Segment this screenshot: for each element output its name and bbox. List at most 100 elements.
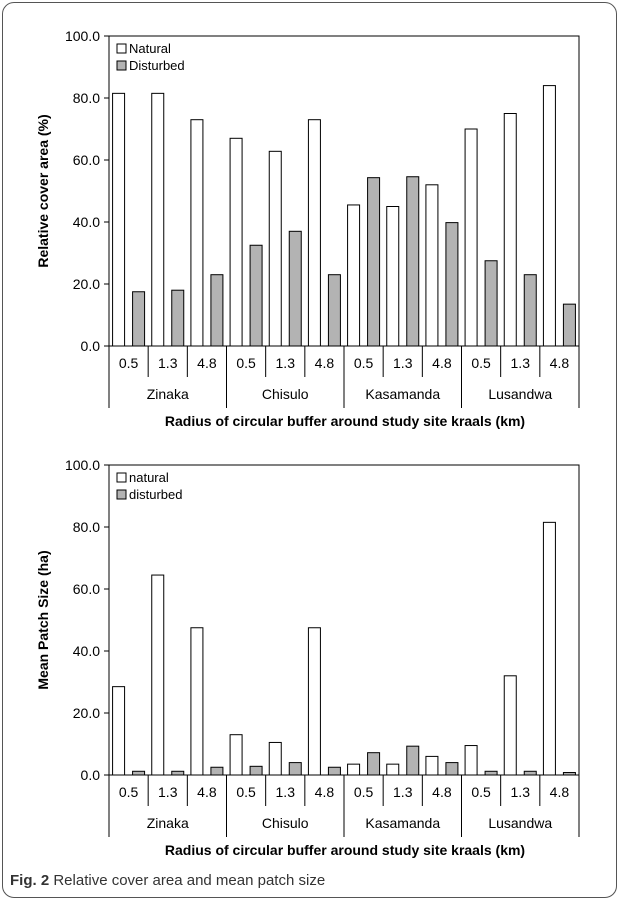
x-axis-label: Radius of circular buffer around study s… [165,842,525,858]
bar-disturbed [327,274,341,347]
caption-text: Relative cover area and mean patch size [53,872,326,889]
bar-disturbed [523,770,537,776]
bar-natural [190,627,204,776]
x-tick-label: 4.8 [315,784,335,800]
bar-disturbed [367,752,381,776]
bar-disturbed [367,177,381,347]
bar-natural [347,204,361,347]
legend-label-disturbed: disturbed [129,487,182,502]
bar-natural [503,113,517,347]
bar-disturbed [327,766,341,776]
y-tick-label: 100.0 [65,457,100,473]
bar-natural [386,763,400,776]
y-tick-label: 80.0 [73,519,100,535]
y-tick-label: 40.0 [73,214,100,230]
x-tick-label: 4.8 [550,355,570,371]
bar-natural [151,574,165,776]
x-tick-label: 4.8 [315,355,335,371]
bar-natural [151,92,165,347]
x-tick-label: 0.5 [354,784,374,800]
group-label: Chisulo [262,386,309,402]
x-tick-label: 1.3 [276,355,296,371]
bar-natural [503,675,517,776]
bar-natural [425,184,439,347]
bar-natural [307,627,321,776]
x-tick-label: 4.8 [197,784,217,800]
x-tick-label: 1.3 [393,355,413,371]
legend-label-natural: Natural [129,41,171,56]
bar-disturbed [249,244,263,347]
y-tick-label: 0.0 [81,338,101,354]
x-tick-label: 1.3 [511,355,531,371]
bar-disturbed [484,260,498,347]
bar-disturbed [132,770,146,776]
x-tick-label: 0.5 [236,355,256,371]
bar-natural [268,741,282,776]
group-label: Lusandwa [488,815,552,831]
group-label: Lusandwa [488,386,552,402]
bar-disturbed [562,772,576,776]
x-tick-label: 1.3 [158,355,178,371]
x-tick-label: 0.5 [119,784,139,800]
x-tick-label: 4.8 [432,784,452,800]
y-tick-label: 20.0 [73,276,100,292]
x-tick-label: 0.5 [354,355,374,371]
x-tick-label: 4.8 [197,355,217,371]
y-tick-label: 60.0 [73,152,100,168]
legend-swatch-natural [116,472,127,483]
bar-natural [307,119,321,347]
legend-swatch-disturbed [116,60,127,71]
group-label: Chisulo [262,815,309,831]
bar-natural [112,686,126,776]
legend-swatch-natural [116,43,127,54]
bar-natural [112,92,126,347]
group-label: Kasamanda [365,815,440,831]
bar-disturbed [249,765,263,776]
bar-disturbed [445,222,459,347]
bar-natural [464,745,478,776]
x-tick-label: 1.3 [158,784,178,800]
y-tick-label: 40.0 [73,643,100,659]
figure-number: Fig. 2 [10,872,50,889]
bar-natural [190,119,204,347]
group-label: Zinaka [147,815,189,831]
bar-disturbed [445,762,459,776]
bar-disturbed [406,176,420,347]
bar-natural [542,85,556,347]
x-axis-label: Radius of circular buffer around study s… [165,413,525,429]
bar-natural [542,521,556,776]
bar-disturbed [171,289,185,347]
x-tick-label: 0.5 [119,355,139,371]
bar-disturbed [132,291,146,347]
legend-label-disturbed: Disturbed [129,58,185,73]
bar-natural [464,128,478,347]
figure-caption: Fig. 2 Relative cover area and mean patc… [10,872,325,889]
y-axis-label: Relative cover area (%) [35,114,51,267]
y-axis-label: Mean Patch Size (ha) [35,550,51,689]
x-tick-label: 1.3 [393,784,413,800]
y-tick-label: 60.0 [73,581,100,597]
y-tick-label: 20.0 [73,705,100,721]
x-tick-label: 0.5 [471,784,491,800]
group-label: Zinaka [147,386,189,402]
legend-label-natural: natural [129,470,169,485]
x-tick-label: 0.5 [471,355,491,371]
y-tick-label: 100.0 [65,28,100,44]
x-tick-label: 4.8 [432,355,452,371]
y-tick-label: 0.0 [81,767,101,783]
bar-natural [268,150,282,347]
x-tick-label: 1.3 [511,784,531,800]
bar-disturbed [210,274,224,347]
bar-disturbed [171,770,185,776]
bar-disturbed [210,766,224,776]
bar-disturbed [484,770,498,776]
bar-disturbed [562,303,576,347]
bar-natural [347,763,361,776]
bar-disturbed [406,745,420,776]
bar-natural [386,206,400,347]
legend-swatch-disturbed [116,489,127,500]
bar-disturbed [523,274,537,347]
x-tick-label: 1.3 [276,784,296,800]
